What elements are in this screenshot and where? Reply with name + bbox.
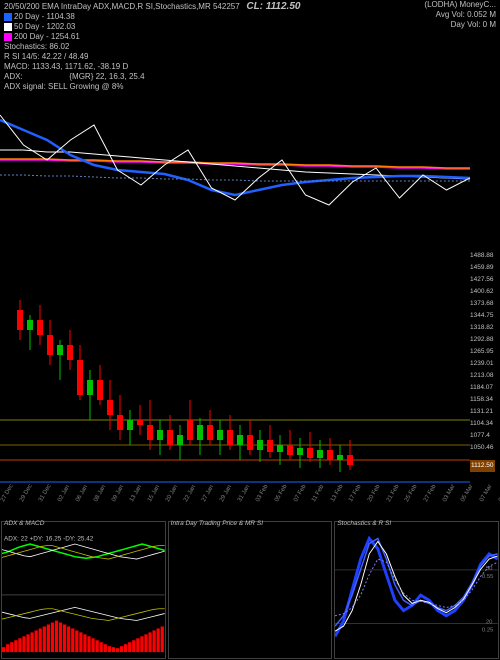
- scale-tick: 1239.01: [470, 358, 500, 370]
- header-right: (LODHA) MoneyC... Avg Vol: 0.052 M Day V…: [424, 0, 496, 30]
- adx-signal: ADX signal: SELL Growing @ 8%: [4, 82, 123, 91]
- scale-tick: 1318.82: [470, 322, 500, 334]
- x-tick: 07 Mar: [479, 484, 499, 506]
- svg-text:50: 50: [486, 566, 493, 572]
- panel-stoch-rsi: Stochastics & R SI 50 20 0.55 0.25: [334, 521, 499, 659]
- macd: MACD: 1133.43, 1171.62, -38.19 D: [4, 62, 128, 71]
- svg-text:0.25: 0.25: [482, 627, 494, 633]
- cl-value: CL: 1112.50: [246, 1, 300, 12]
- scale-tick: 1488.88: [470, 250, 500, 262]
- svg-text:0.55: 0.55: [482, 574, 494, 580]
- price-scale: 1488.881459.891427.561400.621373.681344.…: [470, 250, 500, 454]
- header-info: 20/50/200 EMA IntraDay ADX,MACD,R SI,Sto…: [0, 0, 304, 94]
- avg-vol: Avg Vol: 0.052 M: [424, 10, 496, 20]
- scale-tick: 1104.34: [470, 418, 500, 430]
- mgr: {MGR} 22, 16.3, 25.4: [69, 72, 144, 81]
- scale-tick: 1077.4: [470, 430, 500, 442]
- scale-tick: 1427.56: [470, 274, 500, 286]
- header-top: 20/50/200 EMA IntraDay ADX,MACD,R SI,Sto…: [4, 2, 240, 11]
- adx: ADX:: [4, 72, 23, 81]
- scale-tick: 1344.75: [470, 310, 500, 322]
- day-vol: Day Vol: 0 M: [424, 20, 496, 30]
- scale-tick: 1158.34: [470, 394, 500, 406]
- ema20: 20 Day - 1104.38: [14, 12, 75, 21]
- scale-tick: 1292.88: [470, 334, 500, 346]
- scale-tick: 1050.46: [470, 442, 500, 454]
- panel-intraday: Intra Day Trading Price & MR SI: [168, 521, 333, 659]
- panel-adx-macd: ADX & MACD ADX: 22 +DY: 16.25 -DY: 25.42: [1, 521, 166, 659]
- source: (LODHA) MoneyC...: [424, 0, 496, 10]
- stoch: Stochastics: 86.02: [4, 42, 69, 51]
- ema50: 50 Day - 1202.03: [14, 22, 75, 31]
- panel-title: ADX & MACD: [4, 520, 44, 527]
- svg-text:ADX: 22 +DY: 16.25 -DY: 25.42: ADX: 22 +DY: 16.25 -DY: 25.42: [4, 536, 94, 543]
- scale-highlight: 1112.50: [470, 460, 495, 472]
- scale-tick: 1184.07: [470, 382, 500, 394]
- svg-text:20: 20: [486, 620, 493, 626]
- scale-tick: 1400.62: [470, 286, 500, 298]
- panel-title: Stochastics & R SI: [337, 520, 391, 527]
- scale-tick: 1265.95: [470, 346, 500, 358]
- scale-tick: 1459.89: [470, 262, 500, 274]
- panel-title: Intra Day Trading Price & MR SI: [171, 520, 263, 527]
- x-axis: 27 Dec29 Dec31 Dec02 Jan06 Jan08 Jan09 J…: [0, 500, 470, 512]
- scale-tick: 1373.68: [470, 298, 500, 310]
- ema200: 200 Day - 1254.61: [14, 32, 80, 41]
- scale-tick: 1213.08: [470, 370, 500, 382]
- scale-tick: 1131.21: [470, 406, 500, 418]
- rsi: R SI 14/5: 42.22 / 48.49: [4, 52, 89, 61]
- bottom-panels: ADX & MACD ADX: 22 +DY: 16.25 -DY: 25.42…: [0, 520, 500, 660]
